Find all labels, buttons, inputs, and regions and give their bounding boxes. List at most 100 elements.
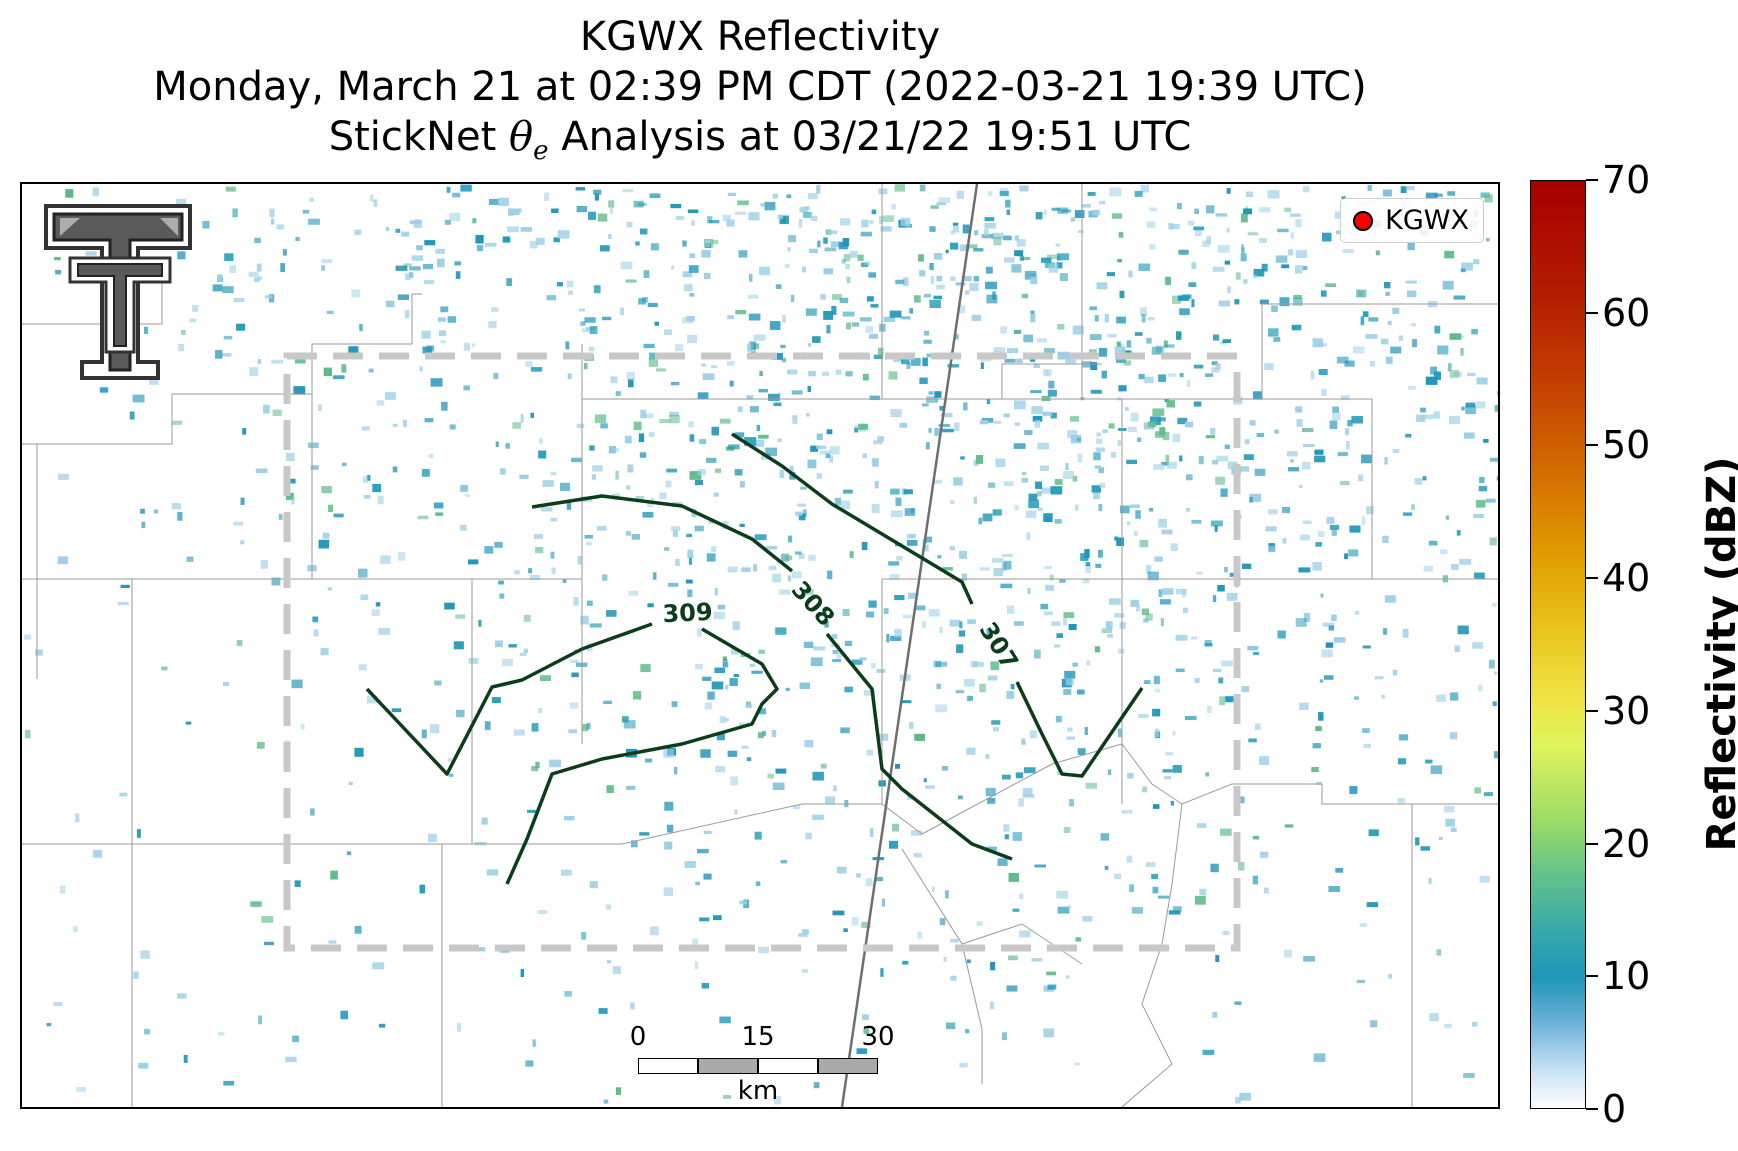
echo-pixel — [1117, 259, 1122, 263]
echo-pixel — [607, 960, 612, 964]
echo-pixel — [177, 512, 183, 521]
echo-pixel — [1003, 481, 1014, 486]
echo-pixel — [697, 392, 709, 399]
echo-pixel — [1264, 363, 1274, 371]
echo-pixel — [754, 831, 762, 840]
echo-pixel — [1109, 598, 1121, 605]
echo-pixel — [1065, 358, 1076, 364]
echo-pixel — [972, 661, 984, 667]
echo-pixel — [1324, 675, 1334, 680]
echo-pixel — [622, 189, 633, 193]
echo-pixel — [670, 203, 682, 209]
echo-pixel — [1479, 476, 1485, 484]
echo-pixel — [849, 250, 858, 258]
echo-pixel — [1077, 748, 1086, 755]
theta-symbol: θ — [509, 114, 534, 160]
echo-pixel — [889, 310, 902, 318]
echo-pixel — [1473, 513, 1484, 519]
echo-pixel — [1406, 186, 1415, 191]
echo-pixel — [1030, 276, 1038, 285]
echo-pixel — [606, 785, 614, 794]
echo-pixel — [254, 237, 261, 244]
echo-pixel — [808, 248, 818, 254]
echo-pixel — [129, 411, 135, 420]
echo-pixel — [1248, 738, 1257, 743]
echo-pixel — [449, 212, 461, 222]
echo-pixel — [758, 649, 765, 654]
echo-pixel — [954, 334, 959, 340]
echo-pixel — [359, 324, 363, 332]
echo-pixel — [872, 458, 879, 467]
echo-pixel — [171, 503, 181, 510]
echo-pixel — [1026, 532, 1031, 541]
echo-pixel — [1194, 678, 1200, 683]
echo-pixel — [741, 745, 749, 749]
echo-pixel — [649, 926, 659, 936]
echo-pixel — [744, 437, 757, 446]
echo-pixel — [878, 188, 888, 195]
map-panel[interactable]: 309 308 307 KGWX 0 15 30 km — [20, 182, 1500, 1109]
echo-pixel — [941, 412, 953, 418]
echo-pixel — [1344, 360, 1355, 367]
echo-pixel — [1211, 361, 1218, 366]
echo-pixel — [861, 921, 871, 928]
echo-pixel — [1317, 531, 1325, 537]
echo-pixel — [1433, 193, 1443, 197]
echo-pixel — [1459, 558, 1472, 565]
echo-pixel — [242, 428, 247, 435]
echo-pixel — [258, 1015, 263, 1025]
echo-pixel — [567, 373, 572, 380]
echo-pixel — [933, 660, 941, 668]
echo-pixel — [936, 683, 941, 690]
echo-pixel — [276, 224, 284, 230]
echo-pixel — [654, 321, 659, 326]
echo-pixel — [1387, 320, 1392, 326]
echo-pixel — [802, 929, 809, 935]
echo-pixel — [1089, 306, 1097, 311]
echo-pixel — [877, 733, 889, 741]
echo-pixel — [997, 637, 1001, 644]
echo-pixel — [1422, 476, 1427, 481]
echo-pixel — [1170, 800, 1174, 806]
echo-pixel — [668, 582, 679, 587]
echo-pixel — [714, 667, 726, 673]
echo-pixel — [1162, 769, 1173, 773]
echo-pixel — [362, 476, 369, 483]
echo-pixel — [584, 535, 593, 539]
echo-pixel — [1212, 595, 1217, 602]
echo-pixel — [302, 209, 310, 214]
echo-pixel — [671, 526, 681, 531]
echo-pixel — [992, 558, 1004, 563]
echo-pixel — [692, 938, 699, 948]
echo-pixel — [269, 208, 275, 218]
echo-pixel — [1039, 465, 1049, 472]
echo-pixel — [738, 406, 743, 413]
echo-pixel — [1287, 451, 1298, 457]
echo-pixel — [223, 682, 230, 686]
echo-pixel — [810, 215, 818, 221]
colorbar-title: Reflectivity (dBZ) — [1699, 456, 1738, 852]
echo-pixel — [472, 218, 477, 224]
echo-pixel — [1137, 437, 1142, 442]
echo-pixel — [494, 541, 503, 548]
echo-pixel — [580, 321, 586, 326]
echo-pixel — [1478, 485, 1488, 492]
echo-pixel — [1212, 1011, 1218, 1018]
echo-pixel — [1224, 567, 1228, 573]
echo-pixel — [1226, 227, 1230, 233]
echo-pixel — [1094, 465, 1102, 469]
echo-pixel — [844, 640, 853, 646]
echo-pixel — [1138, 263, 1151, 271]
echo-pixel — [773, 1095, 781, 1105]
echo-pixel — [285, 452, 295, 461]
echo-pixel — [737, 200, 749, 206]
double-t-logo-icon — [44, 204, 192, 380]
echo-pixel — [1019, 930, 1031, 938]
echo-pixel — [594, 193, 600, 201]
echo-pixel — [520, 969, 524, 977]
echo-pixel — [904, 508, 916, 516]
echo-pixel — [767, 773, 774, 779]
echo-pixel — [1087, 192, 1096, 196]
echo-pixel — [294, 356, 306, 364]
echo-pixel — [1065, 463, 1069, 471]
